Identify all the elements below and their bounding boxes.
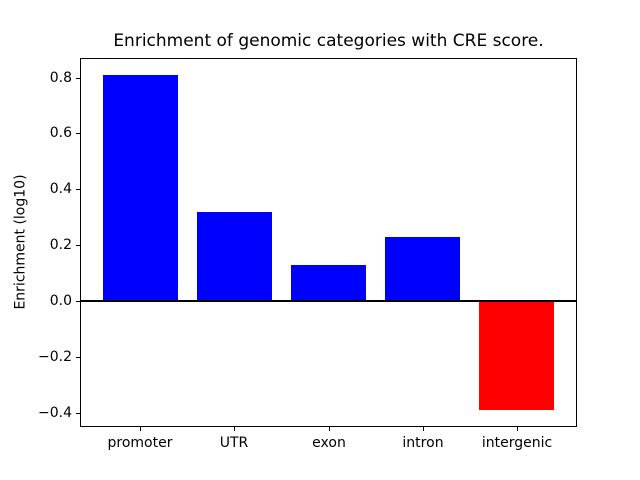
y-tick-mark-0.6 [76,133,80,134]
zero-line [81,300,576,302]
bar-exon [291,265,366,301]
x-tick-mark-exon [329,427,330,431]
bar-intergenic [479,301,554,410]
bar-UTR [197,212,272,301]
y-tick-label-0.0: 0.0 [49,293,72,309]
bar-promoter [103,75,178,301]
x-tick-mark-intergenic [517,427,518,431]
x-tick-label-promoter: promoter [107,435,173,451]
y-tick-mark-0.0 [76,301,80,302]
y-tick-label-−0.4: −0.4 [38,405,72,421]
y-tick-mark-0.4 [76,189,80,190]
x-tick-label-intron: intron [402,435,444,451]
y-tick-mark-0.2 [76,245,80,246]
x-tick-label-exon: exon [312,435,346,451]
x-tick-mark-UTR [234,427,235,431]
x-tick-mark-intron [423,427,424,431]
x-tick-label-intergenic: intergenic [481,435,553,451]
y-tick-mark-−0.4 [76,413,80,414]
y-tick-mark-−0.2 [76,357,80,358]
x-tick-label-UTR: UTR [219,435,249,451]
y-tick-label-0.4: 0.4 [49,181,72,197]
bar-intron [385,237,460,301]
y-tick-label-−0.2: −0.2 [38,349,72,365]
plot-area [80,58,577,427]
y-tick-label-0.2: 0.2 [49,237,72,253]
y-tick-label-0.6: 0.6 [49,125,72,141]
y-tick-mark-0.8 [76,78,80,79]
x-tick-mark-promoter [140,427,141,431]
y-tick-label-0.8: 0.8 [49,70,72,86]
chart-title: Enrichment of genomic categories with CR… [113,31,544,51]
